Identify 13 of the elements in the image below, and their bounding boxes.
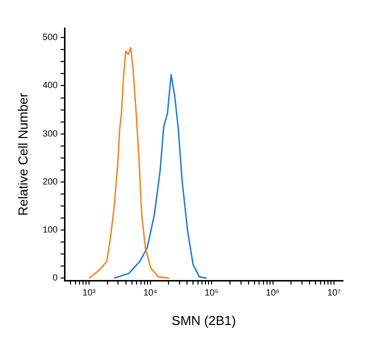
x-tick-label: 10⁴: [143, 287, 158, 298]
y-tick-label: 200: [42, 176, 58, 186]
y-tick-label: 500: [42, 32, 58, 42]
y-tick-label: 0: [52, 272, 58, 283]
y-tick-label: 300: [42, 128, 58, 138]
y-axis-title: Relative Cell Number: [15, 92, 30, 216]
x-tick-label: 10⁵: [204, 287, 219, 298]
y-tick-label: 400: [42, 80, 58, 90]
x-tick-label: 10³: [82, 287, 96, 298]
x-tick-label: 10⁷: [327, 287, 341, 298]
x-tick-label: 10⁶: [266, 287, 280, 298]
x-axis-title: SMN (2B1): [172, 312, 236, 328]
y-tick-label: 100: [42, 224, 58, 235]
